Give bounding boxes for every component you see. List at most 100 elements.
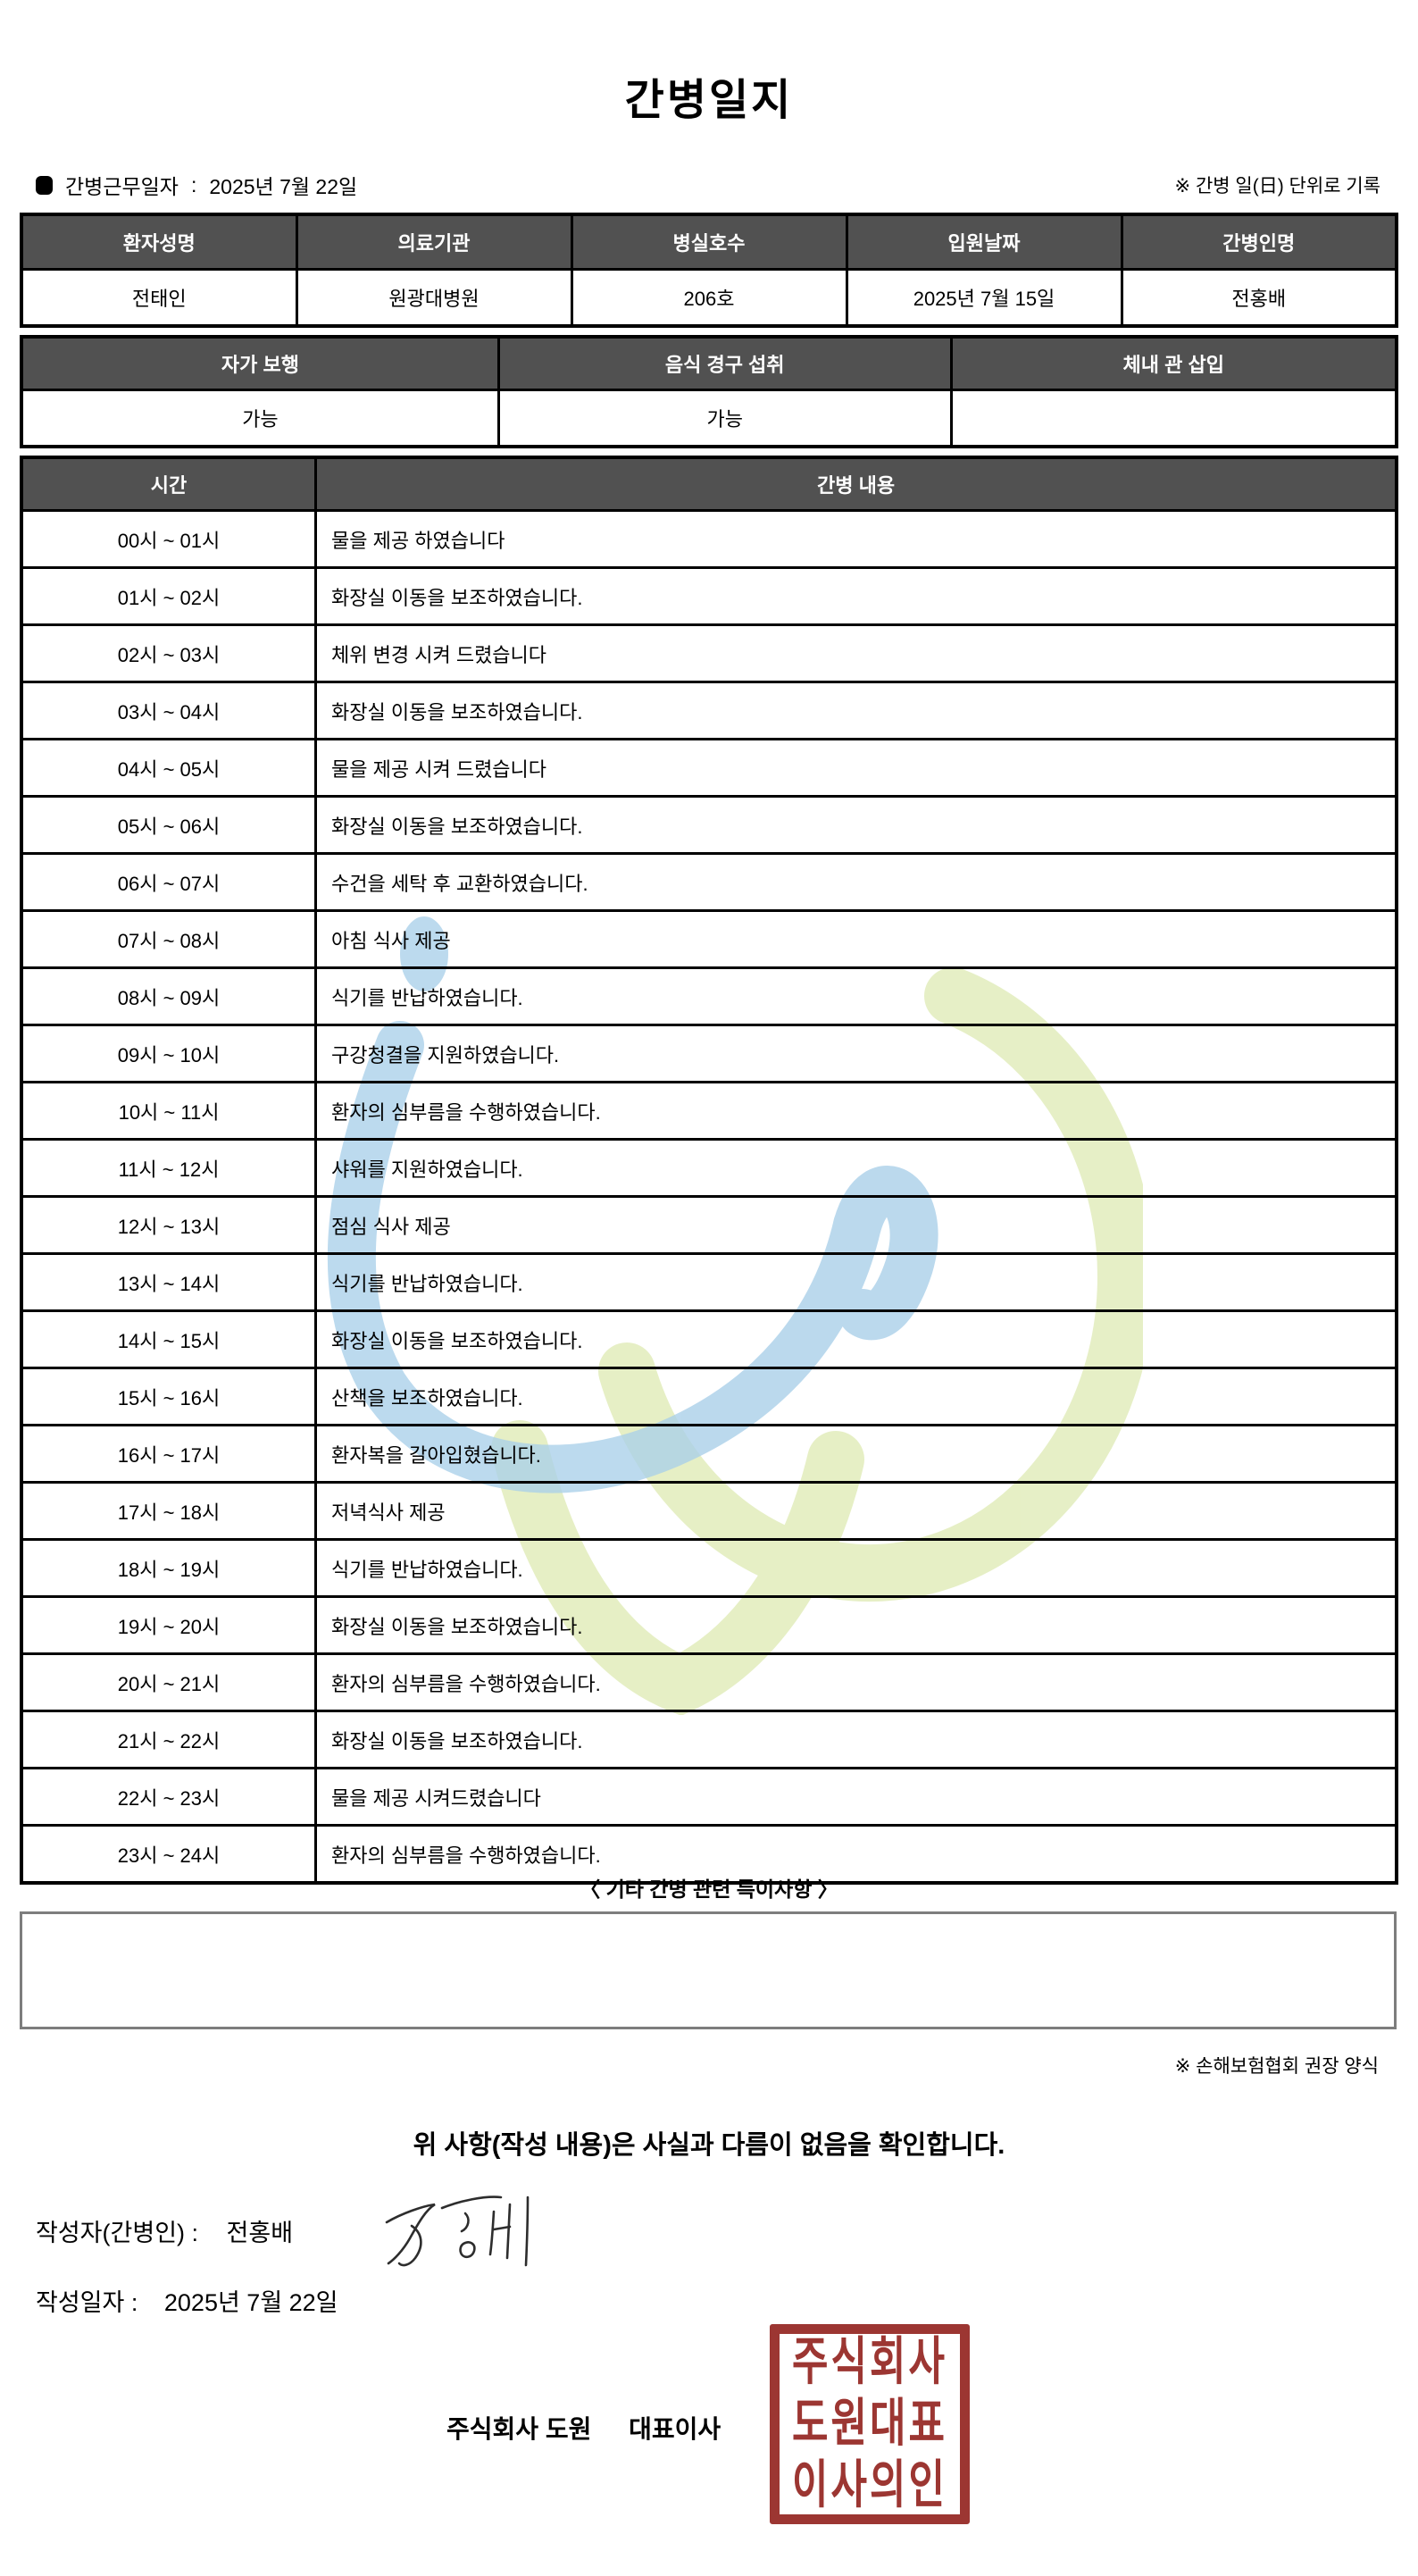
care-log-content-cell: 샤워를 지원하였습니다. [314,1138,1398,1198]
patient-value-row: 전태인 원광대병원 206호 2025년 7월 15일 전홍배 [20,268,1398,328]
condition-value-cell [949,389,1398,448]
care-log-content-cell: 화장실 이동을 보조하였습니다. [314,795,1398,855]
care-log-row: 15시 ~ 16시 산책을 보조하였습니다. [20,1367,1398,1426]
care-log-time-cell: 12시 ~ 13시 [20,1195,318,1255]
condition-header-cell: 체내 관 삽입 [949,335,1398,391]
writer-label: 작성자(간병인) : [36,2220,199,2246]
company-name: 주식회사 도원 [446,2415,592,2443]
patient-value-cell: 2025년 7월 15일 [845,268,1123,328]
care-log-content-cell: 화장실 이동을 보조하였습니다. [314,1309,1398,1369]
care-log-row: 19시 ~ 20시 화장실 이동을 보조하였습니다. [20,1595,1398,1655]
care-log-time-cell: 22시 ~ 23시 [20,1767,318,1827]
condition-header-row: 자가 보행 음식 경구 섭취 체내 관 삽입 [20,335,1398,391]
care-log-row: 06시 ~ 07시 수건을 세탁 후 교환하였습니다. [20,852,1398,912]
care-log-row: 23시 ~ 24시 환자의 심부름을 수행하였습니다. [20,1824,1398,1885]
care-log-row: 13시 ~ 14시 식기를 반납하였습니다. [20,1252,1398,1312]
condition-value-cell: 가능 [496,389,953,448]
care-log-time-cell: 20시 ~ 21시 [20,1652,318,1712]
condition-value-row: 가능 가능 [20,389,1398,448]
care-log-time-cell: 17시 ~ 18시 [20,1481,318,1541]
care-log-content-cell: 물을 제공 시켜 드렸습니다 [314,738,1398,798]
care-log-row: 04시 ~ 05시 물을 제공 시켜 드렸습니다 [20,738,1398,798]
care-log-content-cell: 점심 식사 제공 [314,1195,1398,1255]
care-log-content-cell: 화장실 이동을 보조하였습니다. [314,1595,1398,1655]
duty-date-label: 간병근무일자 [65,175,179,198]
writer-name: 전홍배 [226,2220,294,2246]
seal-text-line: 주식회사 [792,2331,947,2392]
corporate-seal-stamp: 주식회사 도원대표 이사의인 [770,2324,970,2524]
care-log-time-cell: 13시 ~ 14시 [20,1252,318,1312]
care-log-row: 11시 ~ 12시 샤워를 지원하였습니다. [20,1138,1398,1198]
care-log-content-cell: 체위 변경 시켜 드렸습니다 [314,623,1398,683]
company-line: 주식회사 도원 대표이사 [446,2410,721,2446]
care-log-row: 03시 ~ 04시 화장실 이동을 보조하였습니다. [20,681,1398,740]
condition-header-cell: 자가 보행 [20,335,500,391]
meta-line: 간병근무일자 : 2025년 7월 22일 ※ 간병 일(日) 단위로 기록 [36,170,1380,200]
care-log-row: 17시 ~ 18시 저녁식사 제공 [20,1481,1398,1541]
care-log-row: 00시 ~ 01시 물을 제공 하였습니다 [20,509,1398,569]
confirmation-statement: 위 사항(작성 내용)은 사실과 다름이 없음을 확인합니다. [413,2131,1005,2160]
care-log-content-cell: 화장실 이동을 보조하였습니다. [314,1710,1398,1769]
care-log-time-cell: 07시 ~ 08시 [20,909,318,969]
written-date-label: 작성일자 : [36,2289,138,2316]
care-log-content-cell: 환자복을 갈아입혔습니다. [314,1424,1398,1484]
care-log-time-cell: 11시 ~ 12시 [20,1138,318,1198]
special-notes-box [20,1911,1397,2029]
square-bullet-icon [36,175,53,195]
colon: : [190,172,197,197]
patient-value-cell: 원광대병원 [295,268,573,328]
condition-table: 자가 보행 음식 경구 섭취 체내 관 삽입 가능 가능 [20,335,1398,448]
patient-header-cell: 간병인명 [1120,213,1398,271]
patient-header-row: 환자성명 의료기관 병실호수 입원날짜 간병인명 [20,213,1398,271]
writer-line: 작성자(간병인) : 전홍배 [36,2213,293,2248]
company-role: 대표이사 [629,2415,722,2443]
care-log-row: 20시 ~ 21시 환자의 심부름을 수행하였습니다. [20,1652,1398,1712]
care-log-row: 01시 ~ 02시 화장실 이동을 보조하였습니다. [20,566,1398,626]
care-log-row: 10시 ~ 11시 환자의 심부름을 수행하였습니다. [20,1081,1398,1141]
care-log-content-cell: 아침 식사 제공 [314,909,1398,969]
care-log-time-cell: 23시 ~ 24시 [20,1824,318,1885]
care-log-content-cell: 환자의 심부름을 수행하였습니다. [314,1081,1398,1141]
care-log-time-cell: 05시 ~ 06시 [20,795,318,855]
care-log-content-cell: 물을 제공 시켜드렸습니다 [314,1767,1398,1827]
care-log-row: 12시 ~ 13시 점심 식사 제공 [20,1195,1398,1255]
care-log-header-content: 간병 내용 [314,456,1398,512]
care-log-row: 18시 ~ 19시 식기를 반납하였습니다. [20,1538,1398,1598]
duty-date: 간병근무일자 : 2025년 7월 22일 [36,170,357,200]
care-log-row: 22시 ~ 23시 물을 제공 시켜드렸습니다 [20,1767,1398,1827]
page-title: 간병일지 [624,77,794,124]
care-log-content-cell: 식기를 반납하였습니다. [314,966,1398,1026]
care-log-content-cell: 구강청결을 지원하였습니다. [314,1024,1398,1083]
patient-header-cell: 병실호수 [570,213,848,271]
care-log-time-cell: 01시 ~ 02시 [20,566,318,626]
care-log-header-row: 시간 간병 내용 [20,456,1398,512]
care-log-content-cell: 수건을 세탁 후 교환하였습니다. [314,852,1398,912]
patient-header-cell: 환자성명 [20,213,298,271]
written-date-value: 2025년 7월 22일 [163,2289,338,2316]
care-log-time-cell: 10시 ~ 11시 [20,1081,318,1141]
care-log-time-cell: 15시 ~ 16시 [20,1367,318,1426]
care-log-time-cell: 21시 ~ 22시 [20,1710,318,1769]
care-log-table: 시간 간병 내용 00시 ~ 01시 물을 제공 하였습니다 01시 ~ 02시… [20,456,1398,1885]
record-unit-note: ※ 간병 일(日) 단위로 기록 [1174,176,1380,197]
care-log-row: 08시 ~ 09시 식기를 반납하였습니다. [20,966,1398,1026]
tables-area: 환자성명 의료기관 병실호수 입원날짜 간병인명 전태인 원광대병원 206호 2025년 7… [20,213,1398,1885]
care-log-time-cell: 04시 ~ 05시 [20,738,318,798]
care-log-row: 14시 ~ 15시 화장실 이동을 보조하였습니다. [20,1309,1398,1369]
care-log-content-cell: 화장실 이동을 보조하였습니다. [314,566,1398,626]
care-log-time-cell: 03시 ~ 04시 [20,681,318,740]
care-log-time-cell: 19시 ~ 20시 [20,1595,318,1655]
care-log-row: 07시 ~ 08시 아침 식사 제공 [20,909,1398,969]
care-log-time-cell: 00시 ~ 01시 [20,509,318,569]
care-log-time-cell: 14시 ~ 15시 [20,1309,318,1369]
patient-header-cell: 입원날짜 [845,213,1123,271]
special-notes-title: 〈 기타 간병 관련 특이사항 〉 [580,1878,838,1901]
care-log-content-cell: 환자의 심부름을 수행하였습니다. [314,1824,1398,1885]
care-log-time-cell: 16시 ~ 17시 [20,1424,318,1484]
written-date-line: 작성일자 : 2025년 7월 22일 [36,2283,338,2318]
care-log-content-cell: 저녁식사 제공 [314,1481,1398,1541]
condition-header-cell: 음식 경구 섭취 [496,335,953,391]
patient-info-table: 환자성명 의료기관 병실호수 입원날짜 간병인명 전태인 원광대병원 206호 2025년 7… [20,213,1398,328]
care-log-time-cell: 02시 ~ 03시 [20,623,318,683]
recommended-form-note: ※ 손해보험협회 권장 양식 [1174,2056,1379,2077]
